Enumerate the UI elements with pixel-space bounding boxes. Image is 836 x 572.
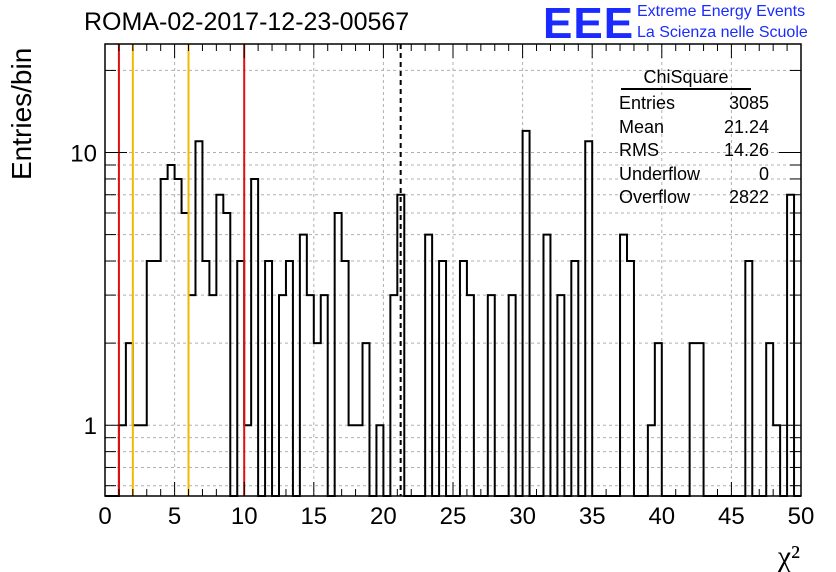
histogram-bin — [773, 425, 780, 496]
stats-box: ChiSquare Entries 3085 Mean 21.24 RMS 14… — [611, 66, 771, 210]
histogram-outline — [105, 129, 801, 497]
stats-title: ChiSquare — [621, 66, 751, 90]
x-tick-label: 15 — [300, 503, 327, 530]
histogram-bin — [189, 295, 196, 496]
y-tick-label: 10 — [70, 141, 97, 168]
stats-row-overflow: Overflow 2822 — [611, 186, 771, 210]
eee-logo-line2: La Scienza nelle Scuole — [637, 24, 808, 41]
x-tick-label: 10 — [231, 503, 258, 530]
histogram-bin — [147, 261, 154, 496]
x-tick-label: 20 — [370, 503, 397, 530]
histogram-bin — [627, 261, 634, 496]
x-tick-label: 50 — [788, 503, 815, 530]
histogram-bin — [279, 295, 286, 496]
x-tick-label: 35 — [579, 503, 606, 530]
histogram-bin — [119, 425, 126, 496]
stats-value: 2822 — [728, 187, 769, 207]
x-axis-label: χ² — [777, 540, 800, 572]
histogram-bin — [787, 195, 794, 496]
histogram-bin — [307, 295, 314, 496]
histogram-bin — [571, 261, 578, 496]
stats-row-underflow: Underflow 0 — [611, 163, 771, 187]
histogram-bin — [488, 295, 495, 496]
histogram-bin — [168, 165, 175, 496]
histogram-bin — [314, 343, 321, 496]
histogram-bin — [439, 261, 446, 496]
histogram-bin — [766, 343, 773, 496]
histogram-bin — [216, 195, 223, 496]
histogram-bin — [209, 295, 216, 496]
histogram-bin — [585, 141, 592, 496]
histogram-bin — [390, 295, 397, 496]
histogram-bin — [300, 235, 307, 496]
histogram-bin — [342, 261, 349, 496]
x-tick-label: 45 — [718, 503, 745, 530]
histogram-bin — [356, 425, 363, 496]
histogram-bin — [202, 261, 209, 496]
run-title: ROMA-02-2017-12-23-00567 — [84, 8, 410, 36]
histogram-bin — [509, 295, 516, 496]
histogram-bin — [140, 425, 147, 496]
y-tick-label: 1 — [84, 413, 97, 440]
eee-logo-line1: Extreme Energy Events — [637, 3, 806, 20]
stats-value: 14.26 — [723, 140, 769, 160]
histogram-bin — [655, 343, 662, 496]
histogram-bin — [182, 213, 189, 496]
histogram-bin — [745, 261, 752, 496]
stats-label: Mean — [619, 116, 665, 137]
stats-row-rms: RMS 14.26 — [611, 139, 771, 163]
histogram-bin — [265, 261, 272, 496]
x-tick-label: 0 — [98, 503, 111, 530]
histogram-bin — [363, 343, 370, 496]
stats-label: Overflow — [619, 187, 691, 207]
histogram-bin — [376, 425, 383, 496]
histogram-bin — [648, 425, 655, 496]
histogram-bin — [467, 295, 474, 496]
stats-label: Underflow — [619, 163, 701, 184]
stats-value: 21.24 — [723, 116, 769, 137]
x-tick-label: 30 — [509, 503, 536, 530]
histogram-bin — [557, 295, 564, 496]
histogram-bin — [195, 141, 202, 496]
stats-label: Entries — [619, 93, 676, 113]
x-tick-label: 40 — [648, 503, 675, 530]
histogram-bin — [237, 261, 244, 496]
histogram-bin — [425, 235, 432, 496]
histogram-bin — [126, 343, 133, 496]
histogram-bin — [349, 425, 356, 496]
stats-value: 0 — [758, 163, 769, 184]
histogram-bin — [133, 425, 140, 496]
histogram-bin — [251, 179, 258, 496]
stats-value: 3085 — [728, 93, 769, 113]
histogram-bin — [335, 213, 342, 496]
histogram-bin — [161, 179, 168, 496]
x-tick-label: 5 — [168, 503, 181, 530]
histogram-bin — [321, 295, 328, 496]
histogram-bin — [523, 131, 530, 496]
y-axis-label: Entries/bin — [6, 48, 37, 180]
histogram-bin — [244, 425, 251, 496]
stats-row-entries: Entries 3085 — [611, 92, 771, 116]
histogram-bin — [175, 179, 182, 496]
histogram-bin — [223, 213, 230, 496]
histogram-bin — [543, 235, 550, 496]
histogram-bin — [286, 261, 293, 496]
histogram-bin — [620, 235, 627, 496]
eee-logo: EEE — [543, 0, 635, 48]
histogram-bin — [154, 261, 161, 496]
histogram-bin — [460, 261, 467, 496]
x-tick-label: 25 — [440, 503, 467, 530]
stats-label: RMS — [619, 140, 659, 160]
histogram-bin — [697, 343, 704, 496]
histogram-bin — [690, 343, 697, 496]
stats-row-mean: Mean 21.24 — [611, 116, 771, 140]
